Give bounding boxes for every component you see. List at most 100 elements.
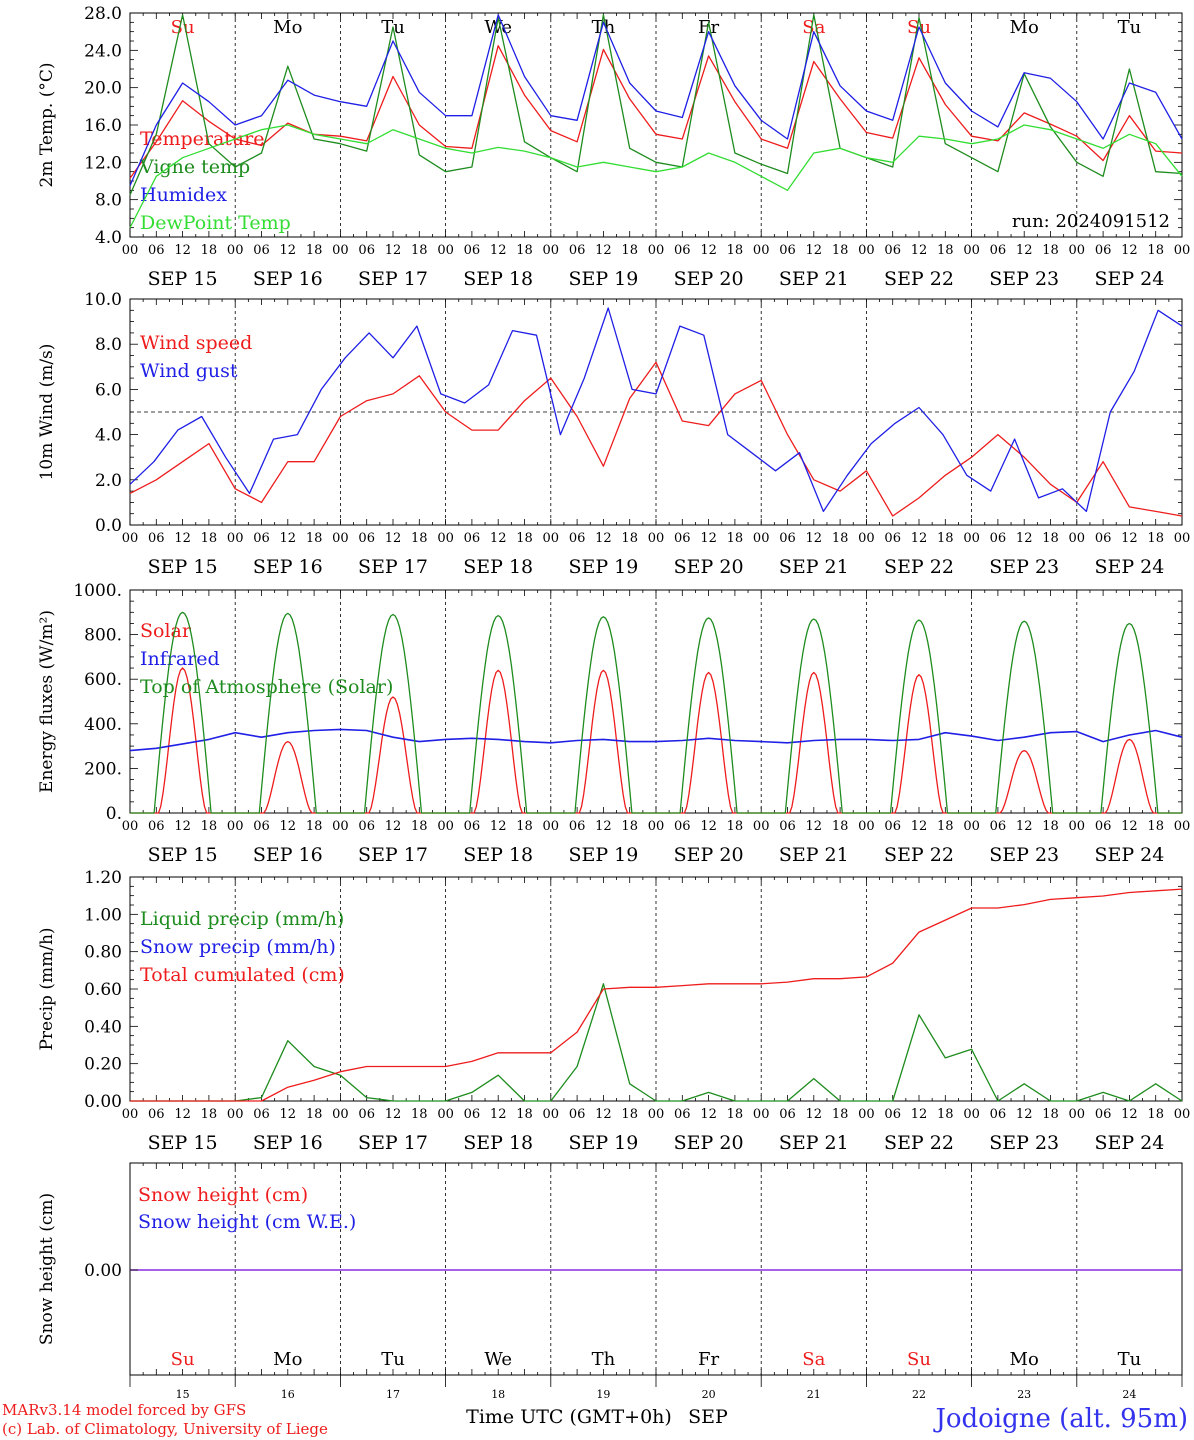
hour-tick-label: 00 <box>227 1107 244 1122</box>
date-label: SEP 17 <box>358 556 428 578</box>
date-label: SEP 19 <box>568 268 638 290</box>
weekday-label: Th <box>592 17 616 38</box>
series-line-2 <box>129 307 1183 513</box>
hour-tick-label: 12 <box>595 1107 612 1122</box>
hour-tick-label: 18 <box>832 243 849 258</box>
hour-tick-label: 18 <box>727 1107 744 1122</box>
date-label: SEP 22 <box>884 268 954 290</box>
hour-tick-label: 06 <box>990 243 1007 258</box>
date-label: SEP 19 <box>568 1132 638 1154</box>
hour-tick-label: 00 <box>753 243 770 258</box>
hour-tick-label: 18 <box>1147 243 1164 258</box>
date-label: SEP 21 <box>779 556 849 578</box>
date-label: SEP 16 <box>253 1132 323 1154</box>
hour-tick-label: 06 <box>674 531 691 546</box>
hour-tick-label: 18 <box>306 1107 323 1122</box>
hour-tick-label: 00 <box>332 531 349 546</box>
legend-entry: Vigne temp <box>139 156 250 178</box>
run-annotation: run: 2024091512 <box>1012 211 1170 232</box>
hour-tick-label: 06 <box>569 243 586 258</box>
date-label: SEP 22 <box>884 556 954 578</box>
y-tick-label: 0.60 <box>84 980 122 1000</box>
hour-tick-label: 00 <box>858 531 875 546</box>
hour-tick-label: 18 <box>306 243 323 258</box>
series-line-3 <box>129 14 1183 186</box>
date-label: SEP 15 <box>148 556 218 578</box>
hour-tick-label: 12 <box>911 531 928 546</box>
hour-tick-label: 00 <box>753 819 770 834</box>
hour-tick-label: 18 <box>1042 819 1059 834</box>
hour-tick-label: 18 <box>621 819 638 834</box>
hour-tick-label: 00 <box>753 1107 770 1122</box>
hour-tick-label: 00 <box>332 819 349 834</box>
hour-tick-label: 00 <box>648 1107 665 1122</box>
hour-tick-label: 12 <box>911 1107 928 1122</box>
hour-tick-label: 00 <box>963 531 980 546</box>
hour-tick-label: 06 <box>674 243 691 258</box>
hour-tick-label: 00 <box>543 1107 560 1122</box>
legend-entry: Liquid precip (mm/h) <box>140 908 344 930</box>
hour-tick-label: 12 <box>1121 243 1138 258</box>
hour-tick-label: 18 <box>201 819 218 834</box>
hour-tick-label: 18 <box>832 1107 849 1122</box>
hour-tick-label: 12 <box>490 819 507 834</box>
y-tick-label: 400. <box>84 715 122 735</box>
hour-tick-label: 12 <box>700 531 717 546</box>
y-tick-label: 24.0 <box>84 41 122 61</box>
weekday-label: Fr <box>698 17 719 38</box>
copyright-credit: (c) Lab. of Climatology, University of L… <box>2 1420 328 1438</box>
day-number-label: 23 <box>1017 1388 1031 1401</box>
y-tick-label: 0.80 <box>84 943 122 963</box>
hour-tick-label: 12 <box>280 531 297 546</box>
hour-tick-label: 12 <box>174 531 191 546</box>
hour-tick-label: 12 <box>595 531 612 546</box>
panel-4: 0.00 0.20 0.40 0.60 0.80 1.00 1.20 Precip (mm/h… <box>37 868 1190 1154</box>
hour-tick-label: 00 <box>1174 243 1191 258</box>
y-tick-label: 10.0 <box>84 290 122 310</box>
legend-entry: Temperature <box>140 128 264 150</box>
hour-tick-label: 12 <box>280 243 297 258</box>
weekday-label: Sa <box>802 17 825 38</box>
hour-tick-label: 06 <box>1095 531 1112 546</box>
y-tick-label: 1000. <box>73 581 122 601</box>
legend-entry: Snow height (cm) <box>138 1184 308 1206</box>
hour-tick-label: 00 <box>963 819 980 834</box>
y-axis-label: Energy fluxes (W/m²) <box>37 610 57 793</box>
hour-tick-label: 00 <box>543 531 560 546</box>
hour-tick-label: 18 <box>832 531 849 546</box>
hour-tick-label: 06 <box>884 531 901 546</box>
day-number-label: 20 <box>702 1388 716 1401</box>
hour-tick-label: 06 <box>148 1107 165 1122</box>
y-tick-label: 28.0 <box>84 4 122 24</box>
hour-tick-label: 06 <box>884 1107 901 1122</box>
hour-tick-label: 12 <box>911 819 928 834</box>
hour-tick-label: 00 <box>858 819 875 834</box>
hour-tick-label: 12 <box>385 1107 402 1122</box>
hour-tick-label: 00 <box>332 1107 349 1122</box>
hour-tick-label: 06 <box>253 531 270 546</box>
hour-tick-label: 00 <box>437 819 454 834</box>
hour-tick-label: 06 <box>990 531 1007 546</box>
y-tick-label: 20.0 <box>84 79 122 99</box>
day-number-label: 16 <box>281 1388 295 1401</box>
hour-tick-label: 00 <box>437 531 454 546</box>
hour-tick-label: 12 <box>385 243 402 258</box>
weekday-label: Mo <box>273 17 302 38</box>
date-label: SEP 24 <box>1094 1132 1164 1154</box>
hour-tick-label: 18 <box>832 819 849 834</box>
hour-tick-label: 18 <box>201 243 218 258</box>
hour-tick-label: 00 <box>648 243 665 258</box>
hour-tick-label: 12 <box>174 1107 191 1122</box>
date-label: SEP 20 <box>674 844 744 866</box>
weekday-label: Mo <box>273 1349 302 1370</box>
hour-tick-label: 12 <box>1121 1107 1138 1122</box>
hour-tick-label: 06 <box>253 243 270 258</box>
date-label: SEP 20 <box>674 1132 744 1154</box>
hour-tick-label: 00 <box>648 819 665 834</box>
y-tick-label: 0.00 <box>84 1092 122 1112</box>
date-label: SEP 15 <box>148 268 218 290</box>
date-label: SEP 18 <box>463 268 533 290</box>
day-number-label: 24 <box>1122 1388 1136 1401</box>
y-tick-label: 0.00 <box>84 1261 122 1281</box>
hour-tick-label: 00 <box>858 1107 875 1122</box>
